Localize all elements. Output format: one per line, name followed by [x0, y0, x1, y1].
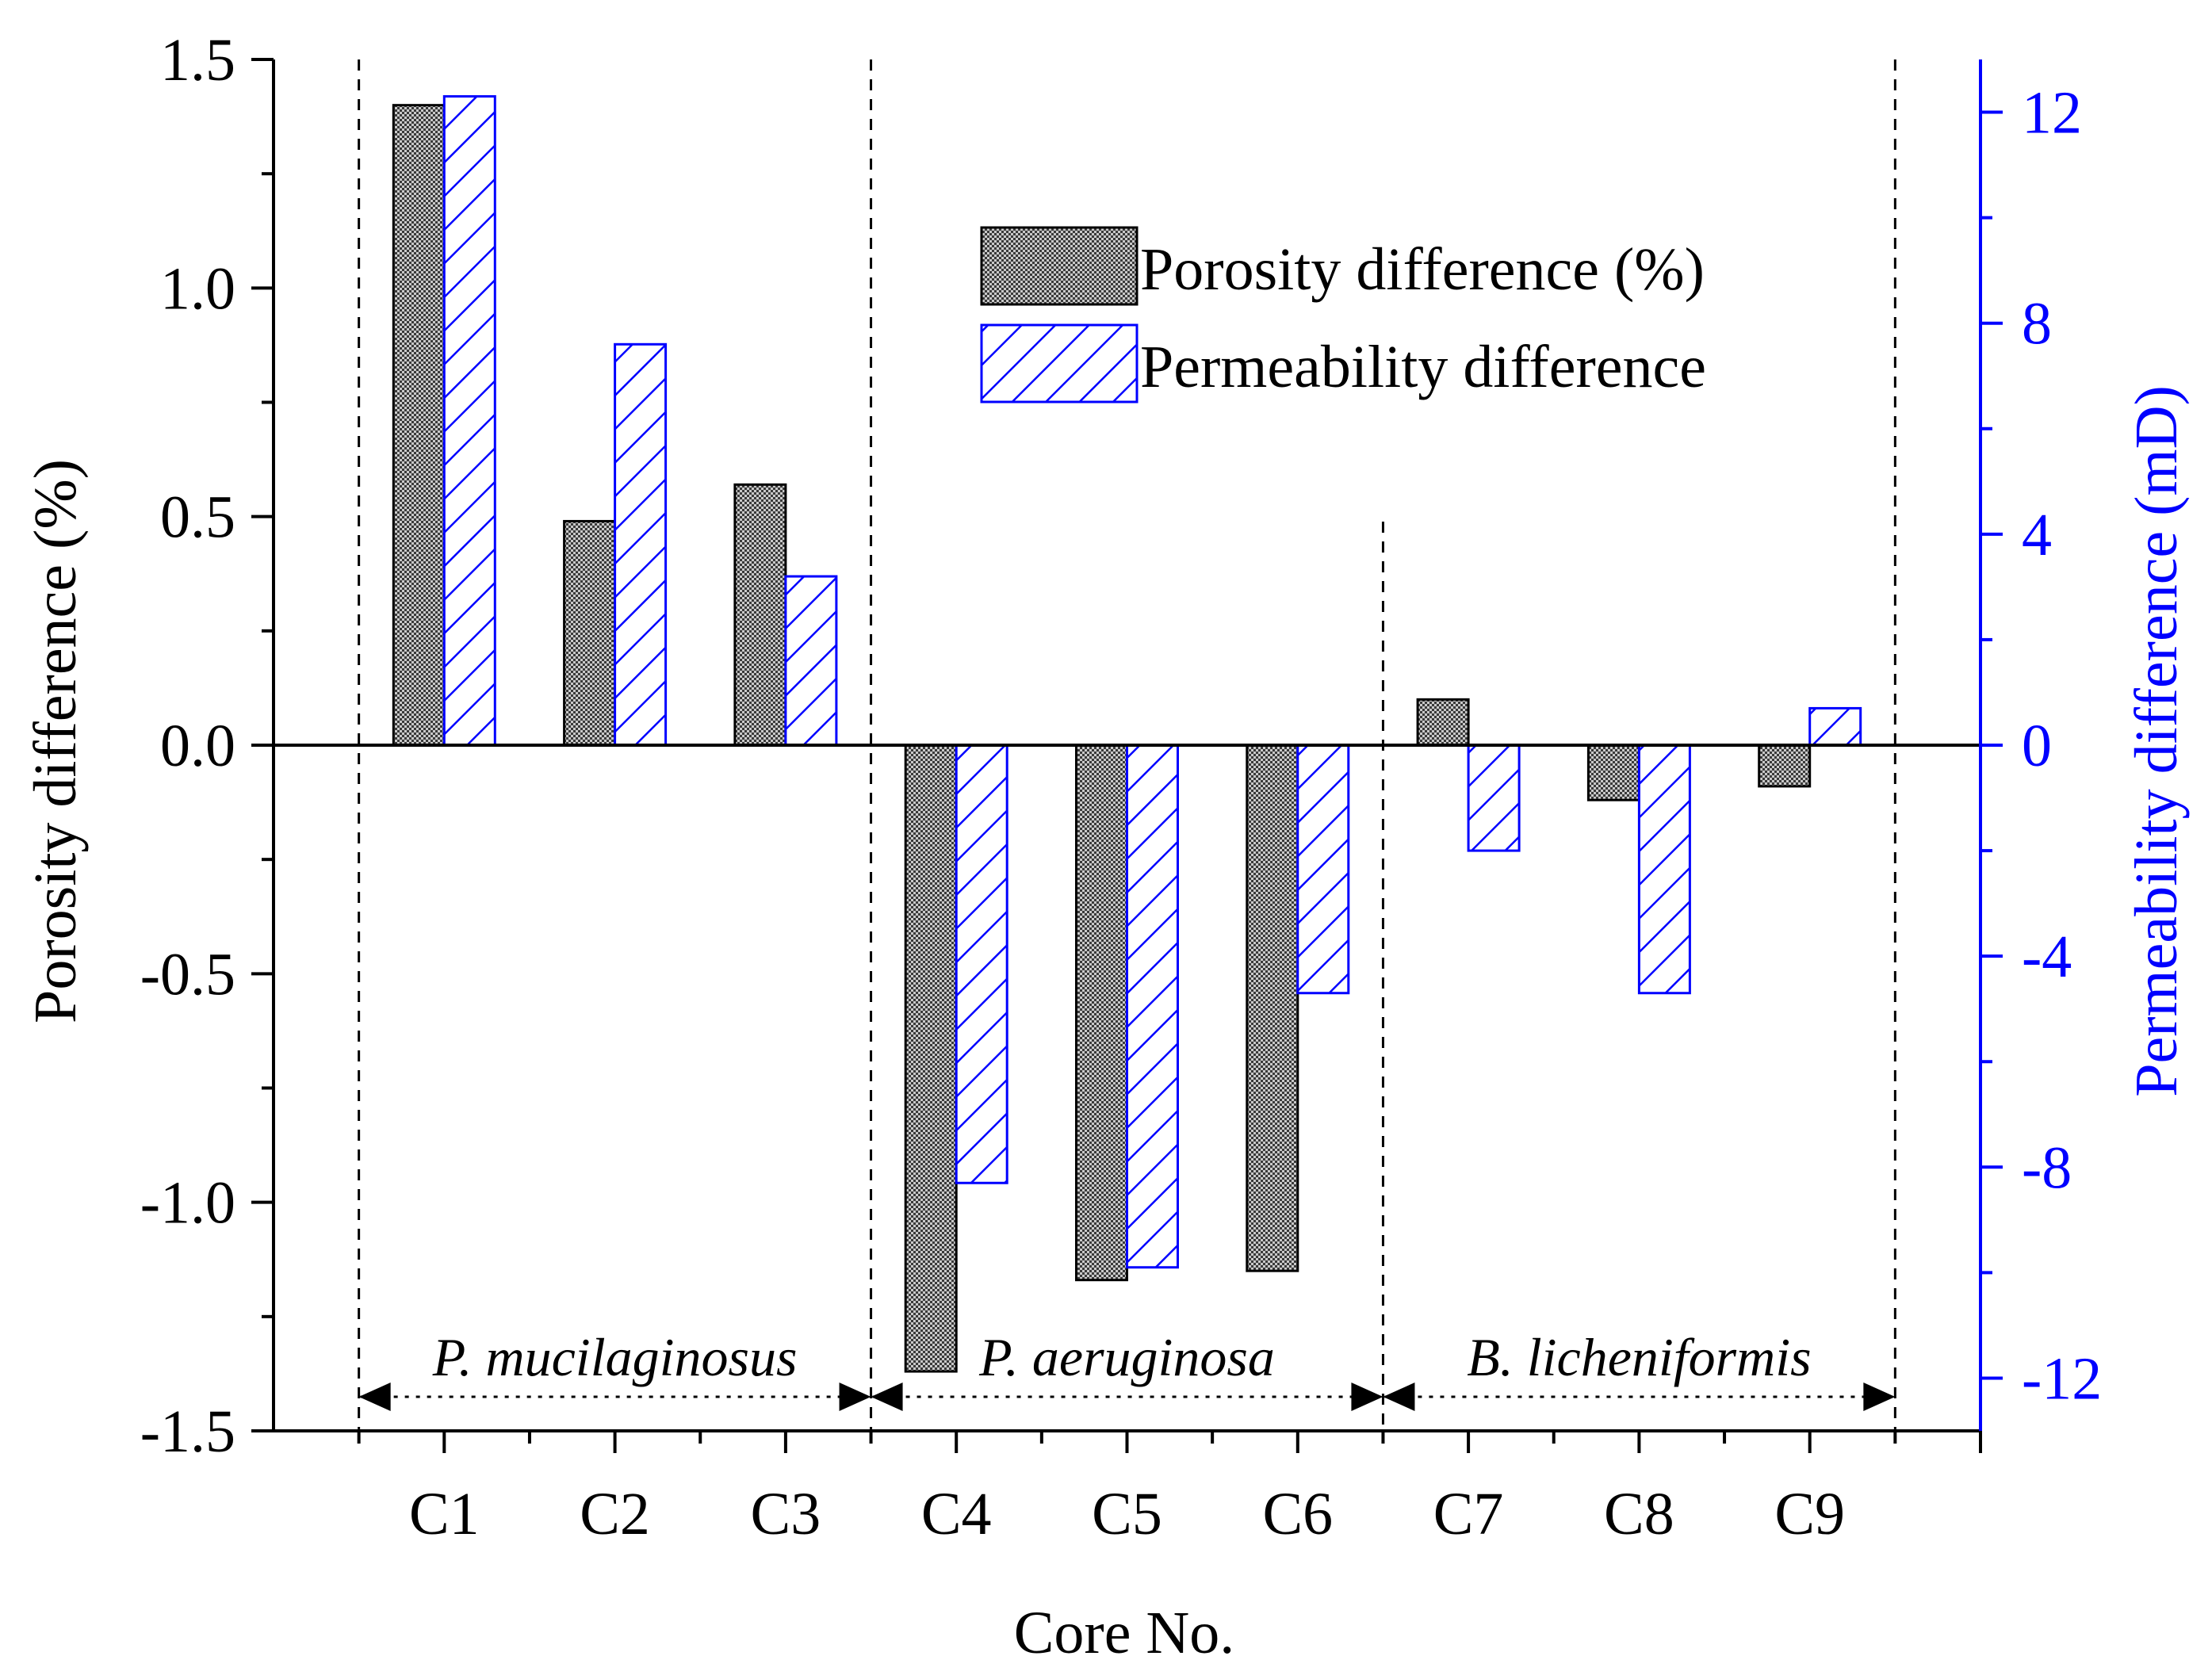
x-tick-label: C8 — [1604, 1481, 1674, 1547]
x-axis-title: Core No. — [1014, 1600, 1235, 1666]
y-axis-title: Porosity difference (%) — [22, 459, 89, 1023]
y-tick-label: -1.5 — [140, 1398, 235, 1465]
group-arrow-right — [1351, 1383, 1383, 1411]
y-tick-label: 0.5 — [160, 484, 235, 551]
permeability-bar — [1637, 744, 1691, 995]
permeability-bar — [1126, 744, 1179, 1269]
group-arrow-left — [358, 1383, 391, 1411]
y2-tick-label: 4 — [2022, 502, 2052, 568]
bars — [392, 95, 1862, 1373]
group-label: P. aeruginosa — [978, 1327, 1275, 1387]
y2-tick-label: -12 — [2022, 1345, 2102, 1412]
y2-tick-label: 0 — [2022, 713, 2052, 779]
y-tick-label: 0.0 — [160, 713, 235, 779]
permeability-bar — [955, 744, 1008, 1184]
permeability-bar — [1467, 744, 1521, 852]
x-tick-label: C5 — [1092, 1481, 1162, 1547]
y-tick-label: 1.5 — [160, 27, 235, 94]
x-tick-label: C6 — [1262, 1481, 1333, 1547]
group-label: B. licheniformis — [1467, 1327, 1811, 1387]
porosity-bar — [1758, 744, 1812, 788]
permeability-bar — [784, 575, 838, 747]
group-labels: P. mucilaginosus P. aeruginosa B. lichenif… — [358, 1327, 1896, 1411]
group-label: P. mucilaginosus — [432, 1327, 798, 1387]
porosity-bar — [904, 744, 958, 1373]
legend-swatch-permeability — [980, 323, 1139, 403]
x-tick-label: C2 — [580, 1481, 650, 1547]
y2-tick-label: 8 — [2022, 291, 2052, 358]
y2-tick-label: -8 — [2022, 1134, 2072, 1201]
porosity-bar — [1416, 698, 1470, 747]
y2-tick-label: 12 — [2022, 80, 2082, 147]
permeability-bar — [442, 95, 496, 747]
y-tick-label: -0.5 — [140, 941, 235, 1008]
porosity-bar — [733, 483, 787, 747]
permeability-bar — [614, 342, 668, 747]
y-tick-label: 1.0 — [160, 255, 235, 322]
group-arrow-right — [839, 1383, 871, 1411]
group-arrow-left — [1383, 1383, 1415, 1411]
porosity-bar — [392, 104, 446, 747]
x-tick-label: C4 — [921, 1481, 992, 1547]
permeability-bar — [1808, 706, 1862, 747]
porosity-bar — [1075, 744, 1128, 1282]
y2-axis-title: Permeability difference (mD) — [2123, 385, 2190, 1097]
x-tick-label: C9 — [1774, 1481, 1845, 1547]
y2-tick-label: -4 — [2022, 924, 2072, 990]
x-tick-label: C1 — [409, 1481, 480, 1547]
x-tick-label: C7 — [1433, 1481, 1504, 1547]
group-separators — [358, 59, 1896, 1431]
y-tick-label: -1.0 — [140, 1170, 235, 1237]
permeability-bar — [1296, 744, 1350, 995]
group-arrow-right — [1863, 1383, 1896, 1411]
legend-label-permeability: Permeability difference — [1140, 334, 1706, 400]
legend: Porosity difference (%) Permeability dif… — [980, 226, 1706, 403]
porosity-bar — [1586, 744, 1640, 801]
axes: -1.5 -1.0 -0.5 0.0 0.5 1.0 1.5 -12 -8 -4 0 4 8 12 C1 C2… — [140, 27, 2103, 1547]
legend-swatch-porosity — [980, 226, 1139, 306]
group-arrow-left — [871, 1383, 903, 1411]
legend-label-porosity: Porosity difference (%) — [1140, 236, 1705, 303]
porosity-bar — [1246, 744, 1299, 1272]
porosity-bar — [563, 519, 617, 747]
x-tick-label: C3 — [751, 1481, 821, 1547]
